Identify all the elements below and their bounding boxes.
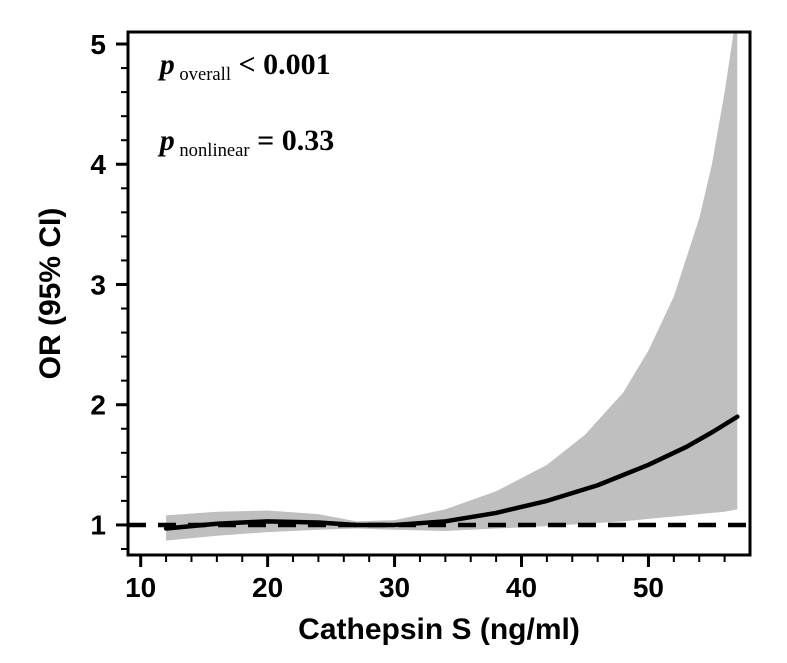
x-tick-label: 50 bbox=[633, 572, 664, 603]
chart-svg: 10 20 30 40 50 Cathepsin S (ng/ml) 1 2 3 4 5 OR (95… bbox=[0, 0, 787, 663]
y-tick-label: 1 bbox=[90, 510, 106, 541]
x-tick-label: 40 bbox=[506, 572, 537, 603]
y-tick-label: 4 bbox=[90, 149, 106, 180]
x-tick-label: 30 bbox=[379, 572, 410, 603]
y-axis-label: OR (95% CI) bbox=[34, 208, 67, 380]
x-tick-label: 20 bbox=[252, 572, 283, 603]
x-tick-label: 10 bbox=[125, 572, 156, 603]
y-tick-label: 2 bbox=[90, 390, 106, 421]
y-tick-label: 5 bbox=[90, 29, 106, 60]
chart-container: 10 20 30 40 50 Cathepsin S (ng/ml) 1 2 3 4 5 OR (95… bbox=[0, 0, 787, 663]
x-axis-label: Cathepsin S (ng/ml) bbox=[298, 613, 580, 646]
y-tick-label: 3 bbox=[90, 269, 106, 300]
